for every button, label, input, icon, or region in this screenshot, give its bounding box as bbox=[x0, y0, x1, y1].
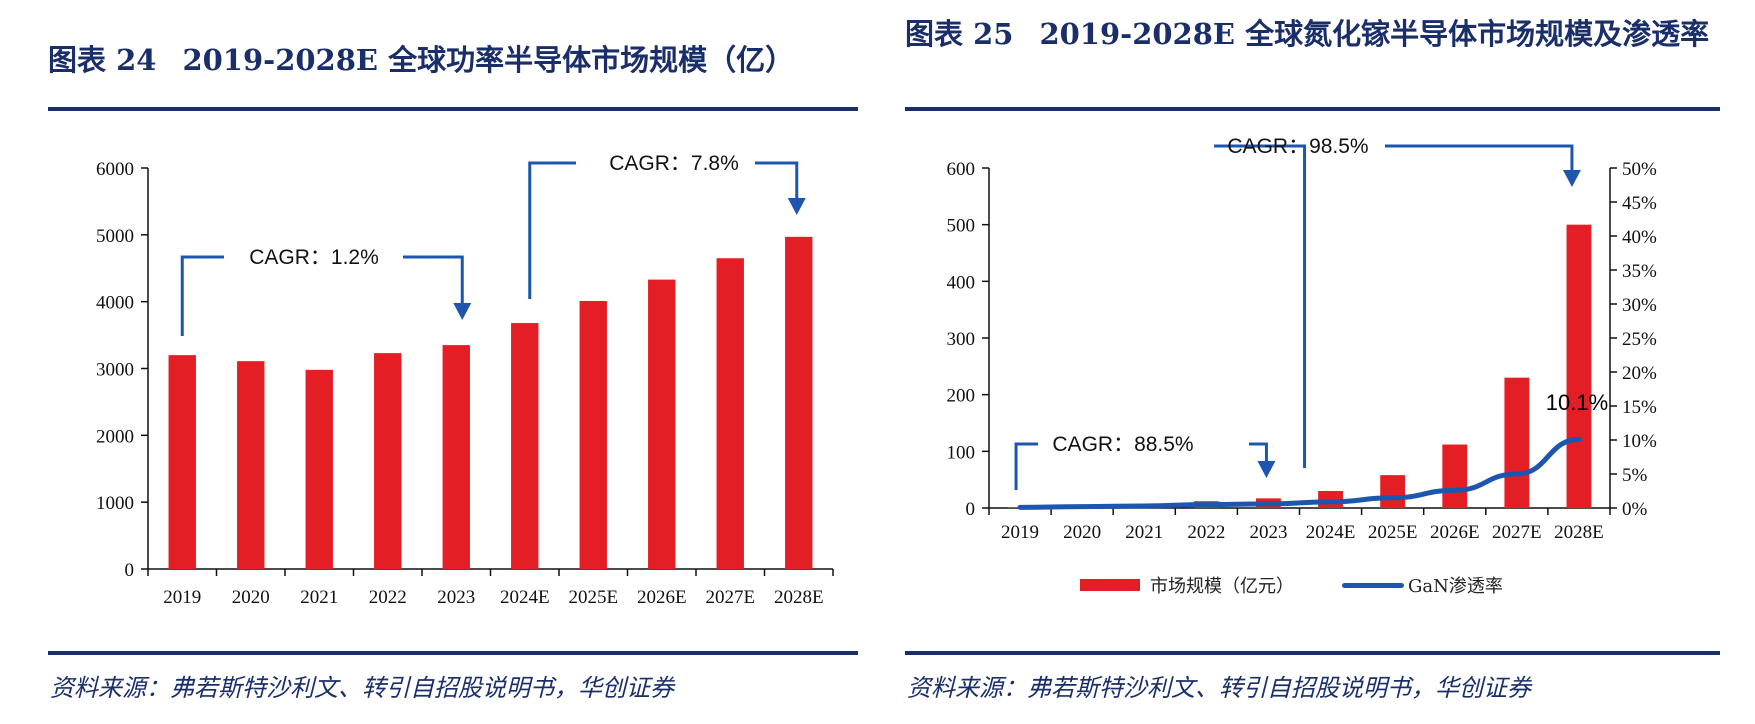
bar-2026E bbox=[648, 279, 676, 569]
chart2-b-cagr-label: CAGR：98.5% bbox=[1227, 135, 1368, 158]
bar-2027E bbox=[716, 258, 744, 569]
chart1-b-cagr-bracket-right bbox=[755, 161, 799, 201]
chart1-a-cagr-bracket-left bbox=[180, 255, 224, 336]
x-tick-label: 2023 bbox=[437, 587, 475, 608]
legend-item-gan-penetration: GaN渗透率 bbox=[1408, 576, 1503, 597]
y2-tick-label: 10% bbox=[1622, 431, 1657, 452]
figure-24-source: 资料来源：弗若斯特沙利文、转引自招股说明书，华创证券 bbox=[50, 674, 674, 702]
y2-tick-label: 0% bbox=[1622, 499, 1648, 520]
chart2-b-cagr-bracket-left bbox=[1214, 144, 1307, 468]
figure-25-source: 资料来源：弗若斯特沙利文、转引自招股说明书，华创证券 bbox=[907, 674, 1531, 702]
bar-2020 bbox=[237, 361, 265, 569]
y-tick-label: 0 bbox=[966, 499, 976, 520]
chart2-b-cagr-bracket-right bbox=[1385, 144, 1574, 173]
chart-legend: 市场规模（亿元） GaN渗透率 bbox=[1080, 572, 1503, 598]
chart1-a-cagr-bracket-right bbox=[403, 255, 464, 306]
y2-tick-label: 20% bbox=[1622, 363, 1657, 384]
x-tick-label: 2026E bbox=[637, 587, 687, 608]
title-divider bbox=[48, 107, 858, 111]
y2-tick-label: 45% bbox=[1622, 193, 1657, 214]
y2-tick-label: 35% bbox=[1622, 261, 1657, 282]
chart1-b-cagr-bracket-left bbox=[528, 161, 576, 299]
x-tick-label: 2025E bbox=[1368, 522, 1418, 543]
chart2-b-cagr-arrow-icon bbox=[1562, 170, 1581, 187]
figure-25-number: 图表 25 bbox=[905, 17, 1014, 51]
x-tick-label: 2019 bbox=[1001, 522, 1039, 543]
x-tick-label: 2022 bbox=[369, 587, 407, 608]
chart2-a-cagr-label: CAGR：88.5% bbox=[1052, 433, 1193, 456]
chart1-b-cagr-label: CAGR：7.8% bbox=[609, 152, 739, 175]
chart2-a-cagr-bracket-left bbox=[1014, 442, 1038, 490]
legend-bar-swatch bbox=[1080, 579, 1140, 591]
x-tick-label: 2028E bbox=[774, 587, 824, 608]
y-tick-label: 3000 bbox=[96, 360, 134, 381]
y-tick-label: 200 bbox=[947, 386, 976, 407]
gan-penetration-line bbox=[1017, 436, 1582, 510]
x-tick-label: 2021 bbox=[300, 587, 338, 608]
chart2-a-cagr-bracket-right bbox=[1249, 442, 1268, 464]
bar-2025E bbox=[579, 300, 607, 569]
y-tick-label: 4000 bbox=[96, 293, 134, 314]
y-tick-label: 600 bbox=[947, 159, 976, 180]
y2-tick-label: 5% bbox=[1622, 465, 1648, 486]
y-tick-label: 100 bbox=[947, 442, 976, 463]
bar-2026E bbox=[1442, 444, 1468, 508]
x-tick-label: 2019 bbox=[163, 587, 201, 608]
figure-24-panel: 图表 24 2019-2028E 全球功率半导体市场规模（亿） 0 1000 2000… bbox=[48, 38, 858, 702]
bar-2023 bbox=[442, 345, 470, 569]
x-tick-label: 2022 bbox=[1187, 522, 1225, 543]
chart1-b-cagr-arrow-icon bbox=[787, 198, 806, 215]
y2-tick-label: 25% bbox=[1622, 329, 1657, 350]
x-tick-label: 2020 bbox=[232, 587, 270, 608]
legend-line-swatch bbox=[1342, 582, 1404, 588]
y2-tick-label: 40% bbox=[1622, 227, 1657, 248]
y-tick-label: 500 bbox=[947, 216, 976, 237]
y-tick-label: 5000 bbox=[96, 226, 134, 247]
bar-2024E bbox=[511, 323, 539, 569]
chart1-a-cagr-label: CAGR：1.2% bbox=[249, 246, 379, 269]
bar-2019 bbox=[168, 355, 196, 569]
bar-2021 bbox=[305, 369, 333, 569]
figure-25-title-text: 2019-2028E 全球氮化镓半导体市场规模及渗透率 bbox=[1039, 17, 1710, 51]
x-tick-label: 2024E bbox=[1306, 522, 1356, 543]
power-semiconductor-market-chart: 0 1000 2000 3000 4000 5000 6000 2019 2020 2021 202… bbox=[96, 152, 834, 608]
y-tick-label: 0 bbox=[125, 560, 135, 581]
x-tick-label: 2020 bbox=[1063, 522, 1101, 543]
data-label-2028e: 10.1% bbox=[1546, 390, 1608, 415]
y2-tick-label: 30% bbox=[1622, 295, 1657, 316]
y-tick-label: 1000 bbox=[96, 493, 134, 514]
chart1-a-cagr-arrow-icon bbox=[453, 303, 472, 320]
x-tick-label: 2021 bbox=[1125, 522, 1163, 543]
x-tick-label: 2027E bbox=[1492, 522, 1542, 543]
y-tick-label: 2000 bbox=[96, 426, 134, 447]
gan-semiconductor-market-chart: 0 100 200 300 400 500 600 0% 5% 10% 15% 20% 25% 30% 35… bbox=[947, 135, 1658, 543]
bar-2022 bbox=[374, 353, 402, 569]
x-tick-label: 2028E bbox=[1554, 522, 1604, 543]
x-tick-label: 2026E bbox=[1430, 522, 1480, 543]
figure-24-title: 图表 24 2019-2028E 全球功率半导体市场规模（亿） bbox=[48, 38, 794, 82]
x-tick-label: 2024E bbox=[500, 587, 550, 608]
y-tick-label: 6000 bbox=[96, 159, 134, 180]
bar-2025E bbox=[1380, 475, 1406, 508]
bar-2028E bbox=[1566, 224, 1592, 508]
y2-tick-label: 15% bbox=[1622, 397, 1657, 418]
x-tick-label: 2023 bbox=[1249, 522, 1287, 543]
y-tick-label: 400 bbox=[947, 272, 976, 293]
source-divider bbox=[905, 651, 1720, 655]
bar-2028E bbox=[785, 236, 813, 570]
figure-24-title-text: 2019-2028E 全球功率半导体市场规模（亿） bbox=[182, 43, 795, 77]
x-tick-label: 2027E bbox=[705, 587, 755, 608]
figure-24-number: 图表 24 bbox=[48, 43, 157, 77]
y2-tick-label: 50% bbox=[1622, 159, 1657, 180]
chart2-a-cagr-arrow-icon bbox=[1257, 461, 1276, 478]
source-divider bbox=[48, 651, 858, 655]
title-divider bbox=[905, 107, 1720, 111]
x-tick-label: 2025E bbox=[568, 587, 618, 608]
legend-item-market-size: 市场规模（亿元） bbox=[1150, 576, 1294, 597]
figure-25-panel: 图表 25 2019-2028E 全球氮化镓半导体市场规模及渗透率 0 100 200… bbox=[880, 0, 1755, 724]
figure-25-title: 图表 25 2019-2028E 全球氮化镓半导体市场规模及渗透率 bbox=[905, 12, 1725, 56]
y-tick-label: 300 bbox=[947, 329, 976, 350]
bar-2027E bbox=[1504, 377, 1530, 508]
